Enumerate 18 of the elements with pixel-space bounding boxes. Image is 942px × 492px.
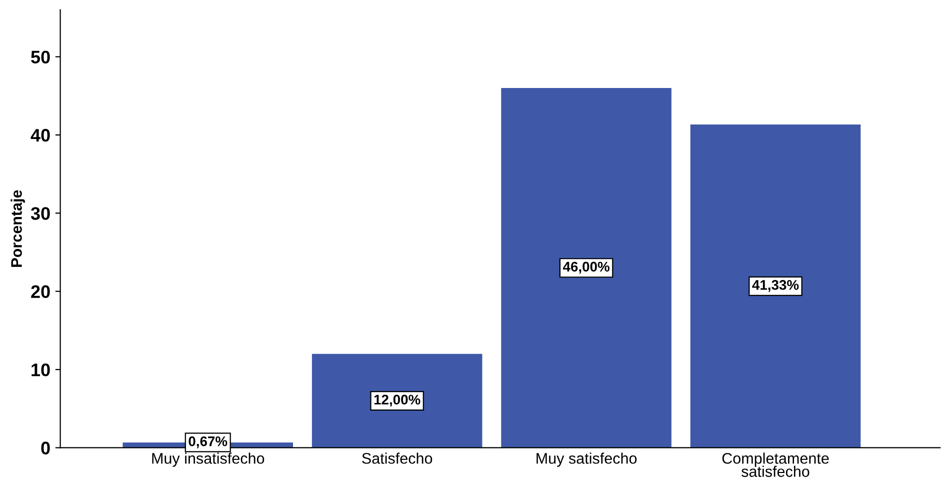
y-tick-label: 0 [41,442,50,454]
y-tick-label: 10 [32,363,50,376]
bar [312,354,482,448]
y-tick-label: 40 [30,128,50,142]
data-label: 41,33% [752,280,799,292]
bar [501,88,672,448]
x-tick-label: Satisfecho [362,452,432,464]
data-label: 0,67% [188,436,228,448]
data-label: 46,00% [562,262,610,274]
x-tick-label: Muy insatisfecho [152,452,264,467]
x-tick-label: Completamente satisfecho [722,452,829,477]
y-axis-title: Porcentaje [10,190,25,267]
y-tick-label: 30 [30,207,50,220]
bar [690,124,861,448]
y-tick-label: 50 [31,50,50,64]
data-label: 12,00% [374,394,420,407]
y-tick-label: 20 [31,285,50,298]
x-tick-label: Muy satisfecho [536,452,637,467]
